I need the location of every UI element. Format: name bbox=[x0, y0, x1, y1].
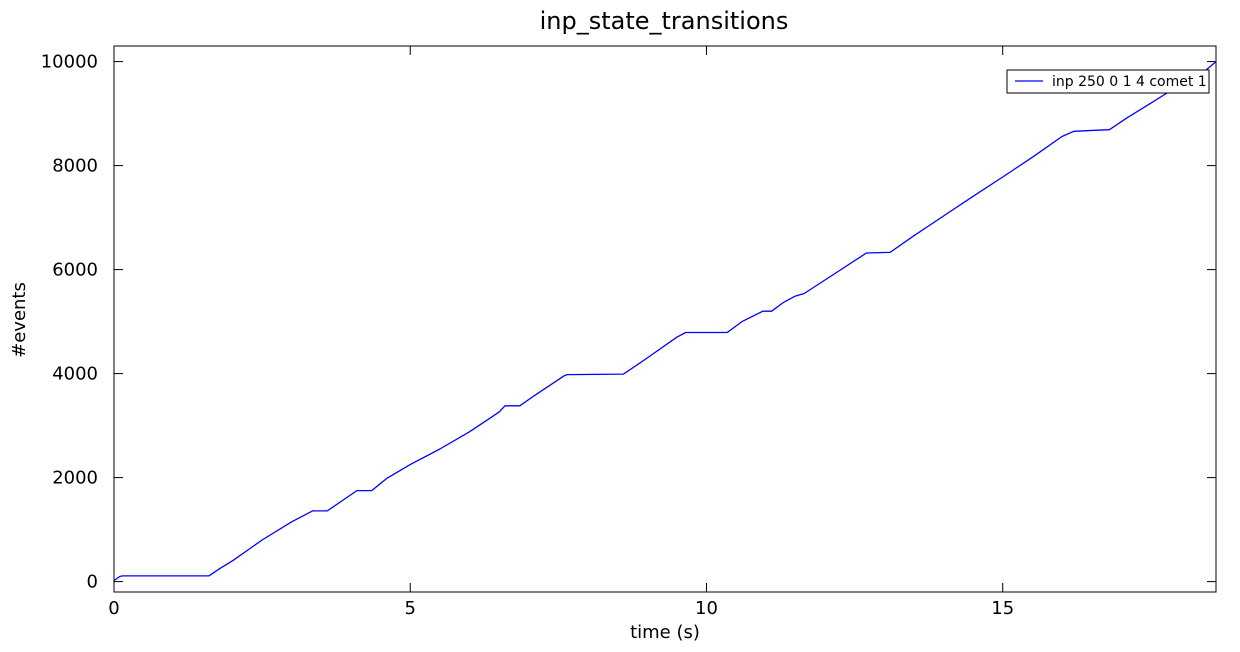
x-tick-label: 0 bbox=[108, 598, 119, 619]
y-tick-label: 8000 bbox=[52, 156, 98, 177]
legend-box bbox=[1006, 69, 1210, 94]
legend: inp 250 0 1 4 comet 1 bbox=[1006, 69, 1210, 94]
y-tick-label: 6000 bbox=[52, 260, 98, 281]
y-tick-label: 2000 bbox=[52, 468, 98, 489]
x-axis-label: time (s) bbox=[630, 622, 700, 643]
x-tick-label: 15 bbox=[991, 598, 1014, 619]
y-tick-label: 4000 bbox=[52, 364, 98, 385]
x-tick-label: 10 bbox=[695, 598, 718, 619]
y-tick-label: 0 bbox=[87, 572, 98, 593]
y-tick-label: 10000 bbox=[41, 52, 98, 73]
legend-label: inp 250 0 1 4 comet 1 bbox=[1052, 74, 1207, 90]
series-line-0 bbox=[113, 61, 1217, 582]
plot-area: 0 5 10 15 0 2000 4000 6000 8000 10000 bbox=[41, 45, 1217, 619]
plot-frame bbox=[113, 45, 1217, 593]
y-axis-label: #events bbox=[9, 282, 30, 358]
x-tick-label: 5 bbox=[405, 598, 416, 619]
chart-title: inp_state_transitions bbox=[540, 7, 789, 35]
